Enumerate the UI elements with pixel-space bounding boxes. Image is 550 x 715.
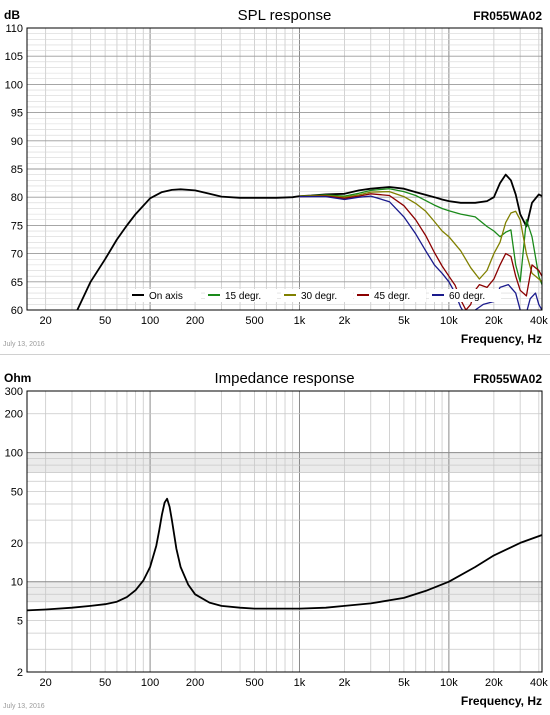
x-tick-label: 500 xyxy=(245,315,263,327)
y-unit-label: Ohm xyxy=(4,371,31,385)
x-axis-label: Frequency, Hz xyxy=(461,332,542,346)
legend-bg xyxy=(129,289,201,302)
x-tick-label: 50 xyxy=(99,315,111,327)
legend-label: 30 degr. xyxy=(301,291,337,302)
x-tick-label: 1k xyxy=(294,315,306,327)
series-group xyxy=(27,497,542,612)
y-tick-label: 65 xyxy=(11,277,23,289)
plot-frame xyxy=(26,27,543,311)
x-axis-label: Frequency, Hz xyxy=(461,694,542,708)
legend-label: On axis xyxy=(149,291,183,302)
x-tick-label: 1k xyxy=(294,677,306,689)
y-grid xyxy=(27,413,542,650)
y-tick-label: 105 xyxy=(5,51,23,63)
date-label: July 13, 2016 xyxy=(3,703,45,710)
series-group xyxy=(76,173,542,310)
plot-frame xyxy=(26,390,543,673)
chart-separator xyxy=(0,354,550,355)
x-tick-label: 20 xyxy=(40,677,52,689)
y-tick-label: 2 xyxy=(17,667,23,679)
date-label: July 13, 2016 xyxy=(3,341,45,348)
x-tick-label: 2k xyxy=(339,315,351,327)
legend-label: 45 degr. xyxy=(374,291,410,302)
shaded-band xyxy=(27,452,542,473)
y-grid xyxy=(27,33,542,305)
shaded-band xyxy=(27,581,542,602)
x-tick-label: 5k xyxy=(398,315,410,327)
x-tick-label: 100 xyxy=(141,677,159,689)
chart-title: SPL response xyxy=(238,7,332,24)
legend-bg xyxy=(429,289,501,302)
x-tick-label: 200 xyxy=(186,315,204,327)
y-tick-label: 75 xyxy=(11,220,23,232)
legend-label: 15 degr. xyxy=(225,291,261,302)
y-tick-label: 200 xyxy=(5,409,23,421)
x-tick-label: 20k xyxy=(485,677,503,689)
legend-bg xyxy=(354,289,426,302)
x-tick-label: 5k xyxy=(398,677,410,689)
y-tick-label: 60 xyxy=(11,305,23,317)
x-tick-label: 10k xyxy=(440,677,458,689)
y-tick-label: 110 xyxy=(5,23,23,35)
series-60-degr xyxy=(299,195,542,310)
x-tick-label: 2k xyxy=(339,677,351,689)
y-tick-label: 20 xyxy=(11,538,23,550)
y-tick-label: 10 xyxy=(11,577,23,589)
x-tick-label: 20 xyxy=(40,315,52,327)
legend-bg xyxy=(205,289,277,302)
x-tick-label: 200 xyxy=(186,677,204,689)
y-tick-label: 80 xyxy=(11,192,23,204)
y-tick-label: 300 xyxy=(5,386,23,398)
legend-label: 60 degr. xyxy=(449,291,485,302)
x-tick-label: 100 xyxy=(141,315,159,327)
y-tick-label: 95 xyxy=(11,108,23,120)
y-tick-label: 100 xyxy=(5,79,23,91)
x-tick-label: 500 xyxy=(245,677,263,689)
y-unit-label: dB xyxy=(4,8,20,22)
y-tick-label: 50 xyxy=(11,486,23,498)
y-tick-label: 85 xyxy=(11,164,23,176)
x-tick-label: 50 xyxy=(99,677,111,689)
y-tick-label: 100 xyxy=(5,448,23,460)
model-label: FR055WA02 xyxy=(473,372,542,386)
series-15-degr xyxy=(299,188,542,285)
x-tick-label: 20k xyxy=(485,315,503,327)
legend: On axis 15 degr. 30 degr. 45 degr. 60 degr. xyxy=(129,289,501,302)
x-tick-label: 10k xyxy=(440,315,458,327)
impedance-curve xyxy=(27,497,542,612)
plot-area xyxy=(27,391,542,672)
y-tick-label: 70 xyxy=(11,249,23,261)
series-30-degr xyxy=(299,190,542,283)
x-grid xyxy=(45,391,540,672)
chart-title: Impedance response xyxy=(214,370,354,387)
spl-chart: 20 50 100 200 500 1k 2k 5k 10k 20k 40k 60 65 70 75 80 85… xyxy=(3,7,548,348)
model-label: FR055WA02 xyxy=(473,9,542,23)
series-45-degr xyxy=(299,193,542,310)
x-tick-label: 40k xyxy=(530,677,548,689)
series-on-axis xyxy=(76,173,542,310)
y-tick-label: 5 xyxy=(17,616,23,628)
legend-bg xyxy=(281,289,353,302)
y-tick-label: 90 xyxy=(11,136,23,148)
x-tick-label: 40k xyxy=(530,315,548,327)
impedance-chart: 20 50 100 200 500 1k 2k 5k 10k 20k 40k 2 5 10 20 50 100 2… xyxy=(3,370,548,710)
